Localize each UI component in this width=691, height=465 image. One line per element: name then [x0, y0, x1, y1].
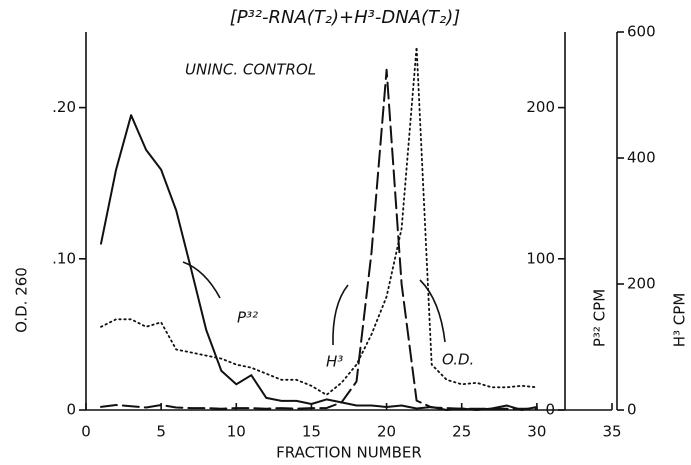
y-tick-label: 200 — [526, 98, 555, 116]
x-tick-label: 10 — [227, 423, 246, 441]
y2-axis-label: P³² CPM — [591, 289, 609, 347]
y-tick-label: 0 — [545, 401, 555, 419]
y-tick-label: 0 — [66, 401, 76, 419]
x-axis-label: FRACTION NUMBER — [276, 444, 422, 462]
y-tick-label: 400 — [627, 149, 656, 167]
annotation-arrow — [182, 261, 221, 299]
y-tick-label: 600 — [627, 23, 656, 41]
y-tick-label: 200 — [627, 275, 656, 293]
data-line — [100, 68, 538, 410]
y-axis-label: O.D. 260 — [13, 267, 31, 333]
x-tick-label: 5 — [156, 423, 166, 441]
chart-subtitle: UNINC. CONTROL — [185, 61, 316, 79]
annotation: H³ — [326, 353, 343, 371]
annotation: P³² — [237, 309, 258, 327]
annotation-arrow — [419, 279, 446, 343]
x-tick-label: 35 — [602, 423, 621, 441]
y-tick-label: .20 — [52, 98, 76, 116]
y-tick-label: 100 — [526, 249, 555, 267]
x-tick-label: 0 — [81, 423, 91, 441]
y3-axis-label: H³ CPM — [671, 293, 689, 348]
x-tick-label: 30 — [527, 423, 546, 441]
y-tick-label: .10 — [52, 249, 76, 267]
chart-title: [P³²-RNA(T₂)+H³-DNA(T₂)] — [230, 7, 461, 28]
y-tick-label: 0 — [627, 401, 637, 419]
annotation-arrow — [332, 284, 349, 346]
data-line — [100, 46, 538, 396]
x-tick-label: 20 — [377, 423, 396, 441]
x-tick-label: 15 — [302, 423, 321, 441]
annotation: O.D. — [442, 351, 474, 369]
x-tick-label: 25 — [452, 423, 471, 441]
